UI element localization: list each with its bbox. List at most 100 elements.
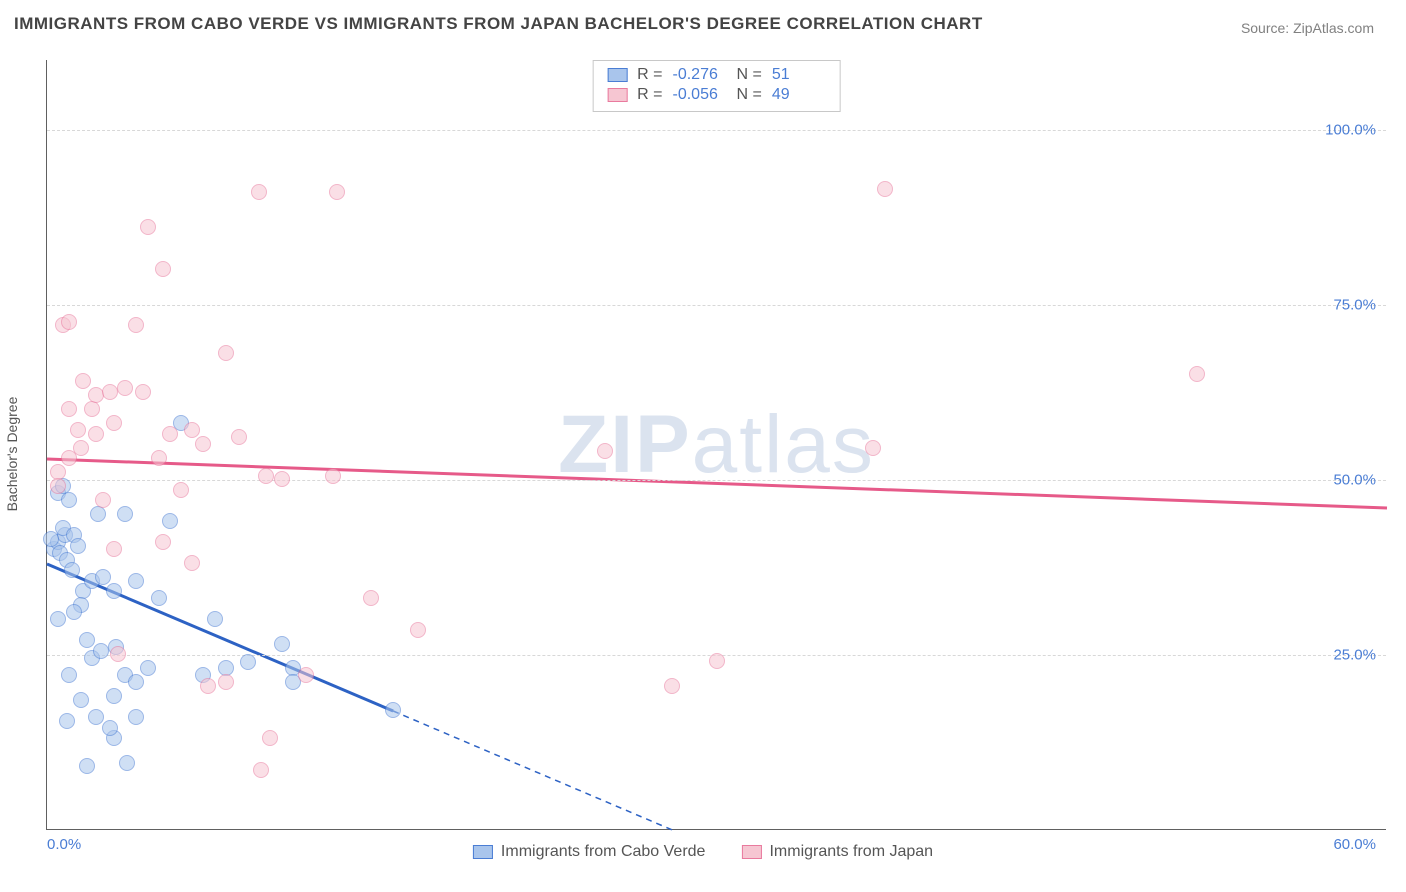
data-point	[119, 755, 135, 771]
n-value: 51	[772, 66, 826, 84]
stats-legend-row: R = -0.276 N = 51	[607, 65, 826, 85]
data-point	[61, 667, 77, 683]
n-label: N =	[737, 86, 762, 104]
data-point	[329, 184, 345, 200]
data-point	[128, 573, 144, 589]
data-point	[73, 440, 89, 456]
legend-swatch	[607, 68, 627, 82]
legend-swatch	[473, 845, 493, 859]
data-point	[155, 534, 171, 550]
data-point	[195, 436, 211, 452]
legend-swatch	[607, 88, 627, 102]
data-point	[597, 443, 613, 459]
data-point	[61, 401, 77, 417]
y-tick-label: 50.0%	[1333, 472, 1376, 489]
chart-plot-area: ZIPatlas R =-0.276N =51R =-0.056N =49 25…	[46, 60, 1386, 830]
series-legend: Immigrants from Cabo Verde Immigrants fro…	[473, 843, 933, 861]
legend-swatch	[741, 845, 761, 859]
data-point	[61, 314, 77, 330]
legend-label: Immigrants from Japan	[769, 843, 933, 861]
gridline	[47, 305, 1386, 306]
data-point	[184, 555, 200, 571]
data-point	[95, 492, 111, 508]
data-point	[106, 541, 122, 557]
data-point	[43, 531, 59, 547]
data-point	[140, 219, 156, 235]
data-point	[325, 468, 341, 484]
data-point	[66, 604, 82, 620]
data-point	[102, 720, 118, 736]
trend-line-ext	[393, 711, 672, 830]
y-tick-label: 75.0%	[1333, 297, 1376, 314]
legend-label: Immigrants from Cabo Verde	[501, 843, 706, 861]
data-point	[240, 654, 256, 670]
y-tick-label: 25.0%	[1333, 647, 1376, 664]
data-point	[385, 702, 401, 718]
data-point	[865, 440, 881, 456]
y-axis-label: Bachelor's Degree	[4, 397, 20, 512]
data-point	[50, 478, 66, 494]
stats-legend-row: R = -0.056 N = 49	[607, 85, 826, 105]
trend-line	[47, 564, 393, 711]
data-point	[117, 506, 133, 522]
data-point	[70, 538, 86, 554]
data-point	[59, 713, 75, 729]
data-point	[90, 506, 106, 522]
data-point	[262, 730, 278, 746]
data-point	[88, 426, 104, 442]
data-point	[50, 611, 66, 627]
data-point	[128, 317, 144, 333]
data-point	[128, 674, 144, 690]
data-point	[363, 590, 379, 606]
r-value: -0.056	[673, 86, 727, 104]
data-point	[64, 562, 80, 578]
data-point	[95, 569, 111, 585]
chart-title: IMMIGRANTS FROM CABO VERDE VS IMMIGRANTS…	[14, 14, 983, 34]
data-point	[258, 468, 274, 484]
n-label: N =	[737, 66, 762, 84]
legend-item: Immigrants from Japan	[741, 843, 933, 861]
data-point	[200, 678, 216, 694]
source-label: Source: ZipAtlas.com	[1241, 20, 1374, 36]
data-point	[140, 660, 156, 676]
data-point	[207, 611, 223, 627]
data-point	[410, 622, 426, 638]
data-point	[110, 646, 126, 662]
data-point	[70, 422, 86, 438]
data-point	[155, 261, 171, 277]
data-point	[218, 674, 234, 690]
data-point	[218, 345, 234, 361]
data-point	[877, 181, 893, 197]
data-point	[709, 653, 725, 669]
trend-line	[47, 459, 1387, 508]
data-point	[251, 184, 267, 200]
r-label: R =	[637, 66, 662, 84]
data-point	[117, 380, 133, 396]
data-point	[162, 426, 178, 442]
data-point	[173, 482, 189, 498]
stats-legend: R = -0.276 N = 51 R = -0.056 N = 49	[592, 60, 841, 112]
data-point	[128, 709, 144, 725]
r-value: -0.276	[673, 66, 727, 84]
data-point	[298, 667, 314, 683]
data-point	[274, 636, 290, 652]
data-point	[79, 632, 95, 648]
gridline	[47, 130, 1386, 131]
data-point	[184, 422, 200, 438]
data-point	[1189, 366, 1205, 382]
n-value: 49	[772, 86, 826, 104]
data-point	[135, 384, 151, 400]
data-point	[61, 492, 77, 508]
data-point	[79, 758, 95, 774]
data-point	[162, 513, 178, 529]
x-tick-label: 0.0%	[47, 836, 81, 853]
data-point	[151, 590, 167, 606]
legend-item: Immigrants from Cabo Verde	[473, 843, 706, 861]
data-point	[73, 692, 89, 708]
gridline	[47, 480, 1386, 481]
data-point	[151, 450, 167, 466]
data-point	[253, 762, 269, 778]
data-point	[274, 471, 290, 487]
data-point	[75, 373, 91, 389]
r-label: R =	[637, 86, 662, 104]
